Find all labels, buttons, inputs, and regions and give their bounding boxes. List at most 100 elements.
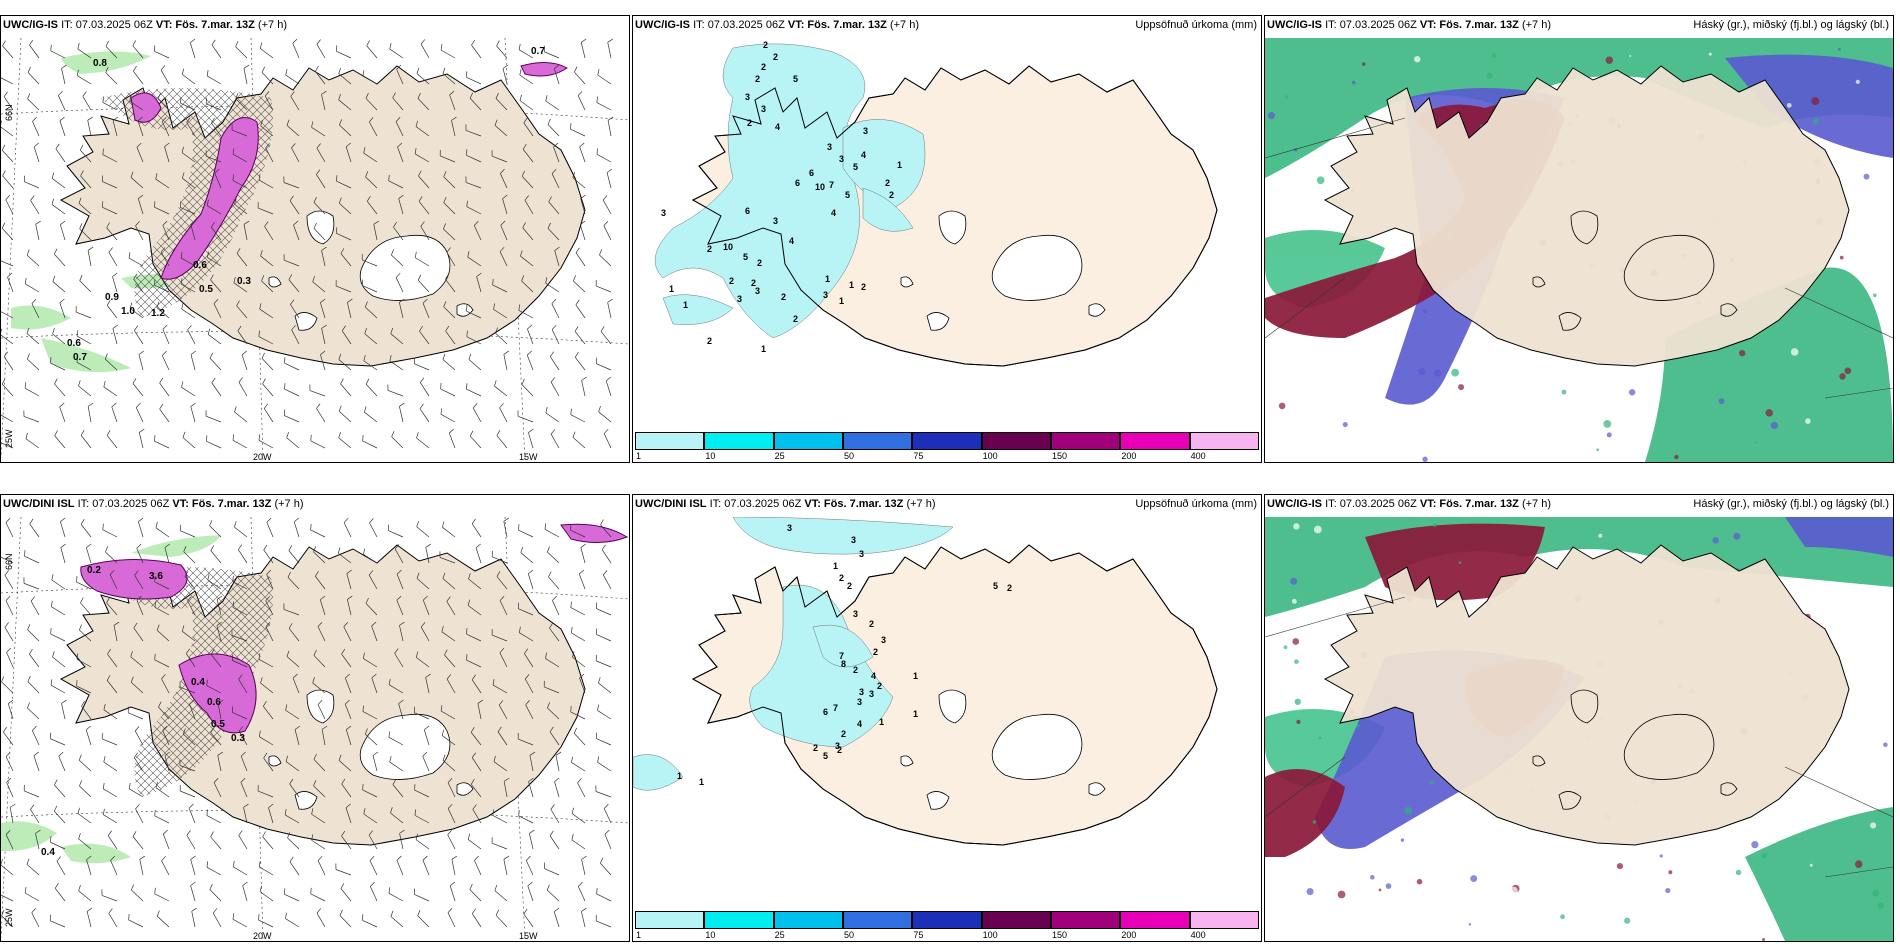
colorbar-tick-label: 1: [636, 451, 642, 461]
precip-area: [749, 584, 894, 748]
coastline: [691, 65, 1218, 367]
precip-area: [732, 517, 954, 555]
precip-amount-label: 2: [763, 40, 768, 50]
precip-amount-label: 2: [847, 581, 852, 591]
precip-amount-label: 2: [853, 665, 858, 675]
glacier-outline: [1720, 782, 1738, 796]
colorbar-segment: [912, 911, 982, 929]
colorbar-tick-label: 10: [705, 451, 716, 461]
colorbar-tick-label: 400: [1190, 930, 1206, 940]
heavy-precip-area: [560, 523, 629, 543]
precip-value-label: 0.3: [237, 276, 251, 287]
colorbar-segment: [773, 911, 843, 929]
precip-value-label: 0.6: [207, 697, 221, 708]
precip-amount-label: 4: [857, 719, 862, 729]
precip-amount-label: 3: [755, 286, 760, 296]
precip-amount-label: 2: [841, 729, 846, 739]
panel-header: UWC/IG-IS IT: 07.03.2025 06Z VT: Fös. 7.…: [3, 19, 288, 31]
glacier-outline: [938, 210, 967, 245]
glacier-outline: [359, 713, 451, 780]
colorbar-tick-label: 50: [844, 451, 855, 461]
panel-header: UWC/IG-IS IT: 07.03.2025 06Z VT: Fös. 7.…: [1267, 498, 1889, 510]
precip-amount-label: 1: [897, 160, 902, 170]
light-precip-area: [1, 821, 57, 852]
precip-amount-label: 6: [745, 206, 750, 216]
glacier-outline: [1623, 713, 1715, 780]
colorbar-tick-label: 100: [982, 930, 998, 940]
precip-amount-label: 2: [1007, 583, 1012, 593]
precip-amount-label: 2: [889, 190, 894, 200]
precip-amount-label: 2: [751, 278, 756, 288]
panel-bottom-right-cloud: UWC/IG-IS IT: 07.03.2025 06Z VT: Fös. 7.…: [1264, 494, 1894, 942]
precip-amount-label: 2: [861, 282, 866, 292]
precip-amount-label: 2: [747, 118, 752, 128]
cloud-map: [1265, 38, 1893, 462]
colorbar-segment: [1120, 911, 1190, 929]
precip-amount-label: 3: [787, 523, 792, 533]
precip-amount-label: 7: [829, 180, 834, 190]
precip-amount-label: 5: [845, 190, 850, 200]
wind-barbs: [1, 517, 612, 928]
precip-amount-label: 5: [853, 162, 858, 172]
precip-value-label: 0.8: [93, 58, 107, 69]
colorbar-tick-label: 150: [1052, 451, 1068, 461]
colorbar-segment: [912, 432, 982, 450]
heavy-precip-area: [178, 653, 257, 734]
glacier-outline: [1532, 755, 1546, 767]
iceland-outline: [1323, 544, 1850, 846]
colorbar-segment: [1189, 432, 1259, 450]
precip-amount-label: 4: [861, 150, 866, 160]
precip-amount-label: 2: [885, 178, 890, 188]
colorbar-segment: [843, 911, 913, 929]
cloud-map: [1265, 517, 1893, 941]
precip-amount-label: 4: [871, 671, 876, 681]
glacier-outline: [900, 755, 914, 767]
precip-value-label: 0.9: [105, 292, 119, 303]
precip-amount-label: 3: [859, 549, 864, 559]
light-precip-area: [41, 338, 131, 373]
panel-top-right-cloud: UWC/IG-IS IT: 07.03.2025 06Z VT: Fös. 7.…: [1264, 15, 1894, 463]
precip-area: [812, 624, 874, 668]
colorbar-tick-label: 200: [1121, 930, 1137, 940]
precip-amount-label: 2: [761, 62, 766, 72]
meridian-25w: [1, 517, 22, 938]
precip-amount-label: 5: [993, 581, 998, 591]
precip-amount-label: 1: [761, 344, 766, 354]
panel-top-middle-precip: UWC/IG-IS IT: 07.03.2025 06Z VT: Fös. 7.…: [632, 15, 1262, 463]
glacier-outline: [900, 276, 914, 288]
lon-label-20w: 20W: [253, 931, 272, 941]
precip-amount-label: 3: [761, 104, 766, 114]
panel-header: UWC/DINI ISL IT: 07.03.2025 06Z VT: Fös.…: [635, 498, 1257, 510]
glacier-outline: [938, 689, 967, 724]
precip-amount-label: 3: [881, 635, 886, 645]
colorbar-segment: [635, 432, 705, 450]
glacier-outline: [991, 234, 1083, 301]
colorbar-tick-label: 1: [636, 930, 642, 940]
precip-amount-label: 3: [853, 609, 858, 619]
precip-value-label: 0.2: [87, 565, 101, 576]
region-boundaries: [1265, 117, 1893, 399]
precip-amount-label: 2: [873, 647, 878, 657]
colorbar-segment: [1051, 432, 1121, 450]
precip-value-label: 0.7: [73, 352, 87, 363]
precip-amount-label: 1: [849, 280, 854, 290]
colorbar-segment: [1189, 911, 1259, 929]
colorbar-segment: [704, 432, 774, 450]
precip-amount-label: 10: [815, 182, 825, 192]
precip-value-label: 1.2: [151, 308, 165, 319]
glacier-outline: [1570, 210, 1599, 245]
colorbar-tick-label: 25: [774, 451, 785, 461]
precip-amount-label: 5: [823, 751, 828, 761]
precip-amount-label: 5: [793, 74, 798, 84]
coastline: [691, 544, 1218, 846]
light-precip-area: [131, 535, 221, 557]
precip-area: [662, 294, 734, 325]
meridian-25w: [1, 38, 22, 459]
glacier-outline: [268, 755, 282, 767]
precip-amount-label: 2: [707, 336, 712, 346]
precip-amount-label: 2: [877, 681, 882, 691]
precip-amount-label: 3: [737, 294, 742, 304]
precip-value-label: 0.6: [67, 338, 81, 349]
precip-amount-label: 1: [839, 296, 844, 306]
precip-amount-label: 2: [813, 743, 818, 753]
